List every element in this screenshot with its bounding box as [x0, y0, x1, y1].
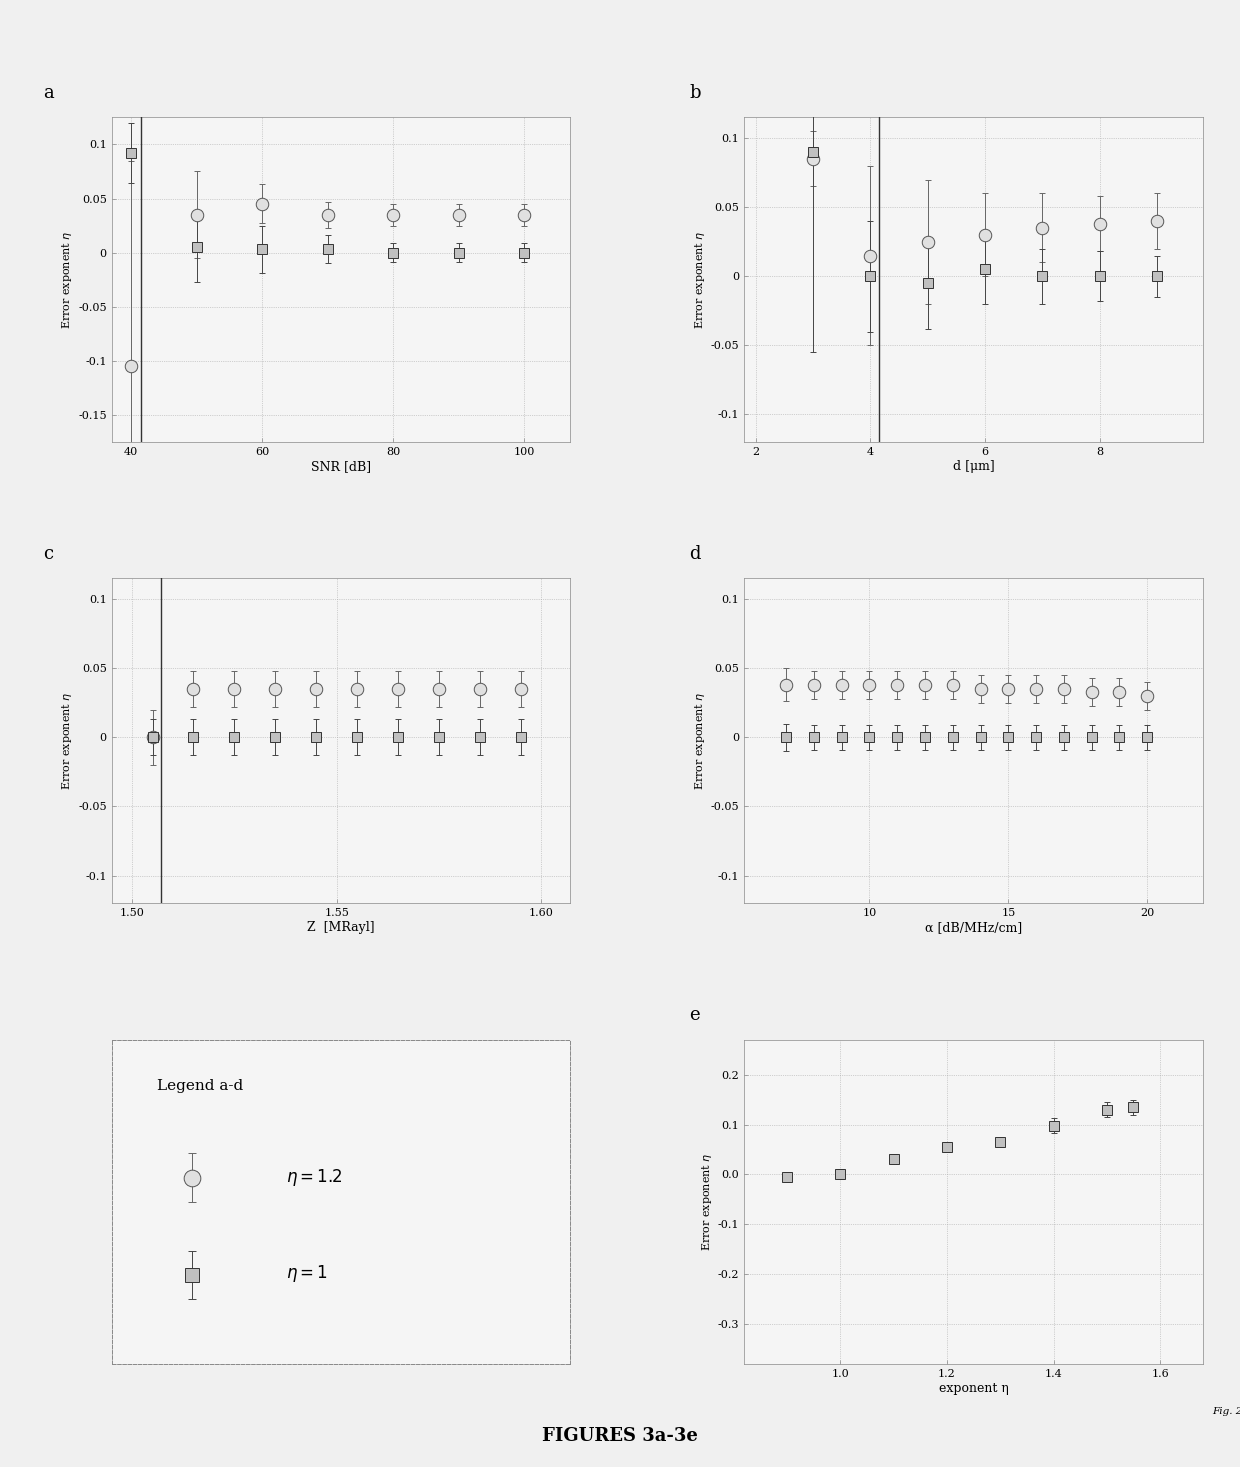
Text: d: d [689, 544, 701, 563]
Text: $\eta = 1.2$: $\eta = 1.2$ [286, 1168, 342, 1188]
X-axis label: Z  [MRayl]: Z [MRayl] [308, 921, 374, 934]
Text: c: c [43, 544, 53, 563]
Text: Fig. 2.: Fig. 2. [1211, 1407, 1240, 1416]
Text: Legend a-d: Legend a-d [157, 1078, 244, 1093]
Text: FIGURES 3a-3e: FIGURES 3a-3e [542, 1427, 698, 1445]
Y-axis label: Error exponent $\eta$: Error exponent $\eta$ [60, 691, 74, 791]
Y-axis label: Error exponent $\eta$: Error exponent $\eta$ [699, 1153, 714, 1251]
Text: $\eta = 1$: $\eta = 1$ [286, 1263, 327, 1284]
X-axis label: exponent η: exponent η [939, 1382, 1008, 1395]
Y-axis label: Error exponent $\eta$: Error exponent $\eta$ [60, 230, 74, 329]
Text: a: a [43, 84, 53, 101]
X-axis label: SNR [dB]: SNR [dB] [311, 459, 371, 472]
Y-axis label: Error exponent $\eta$: Error exponent $\eta$ [693, 230, 707, 329]
Text: b: b [689, 84, 701, 101]
X-axis label: α [dB/MHz/cm]: α [dB/MHz/cm] [925, 921, 1022, 934]
Y-axis label: Error exponent $\eta$: Error exponent $\eta$ [693, 691, 707, 791]
X-axis label: d [μm]: d [μm] [952, 459, 994, 472]
Text: e: e [689, 1006, 699, 1024]
